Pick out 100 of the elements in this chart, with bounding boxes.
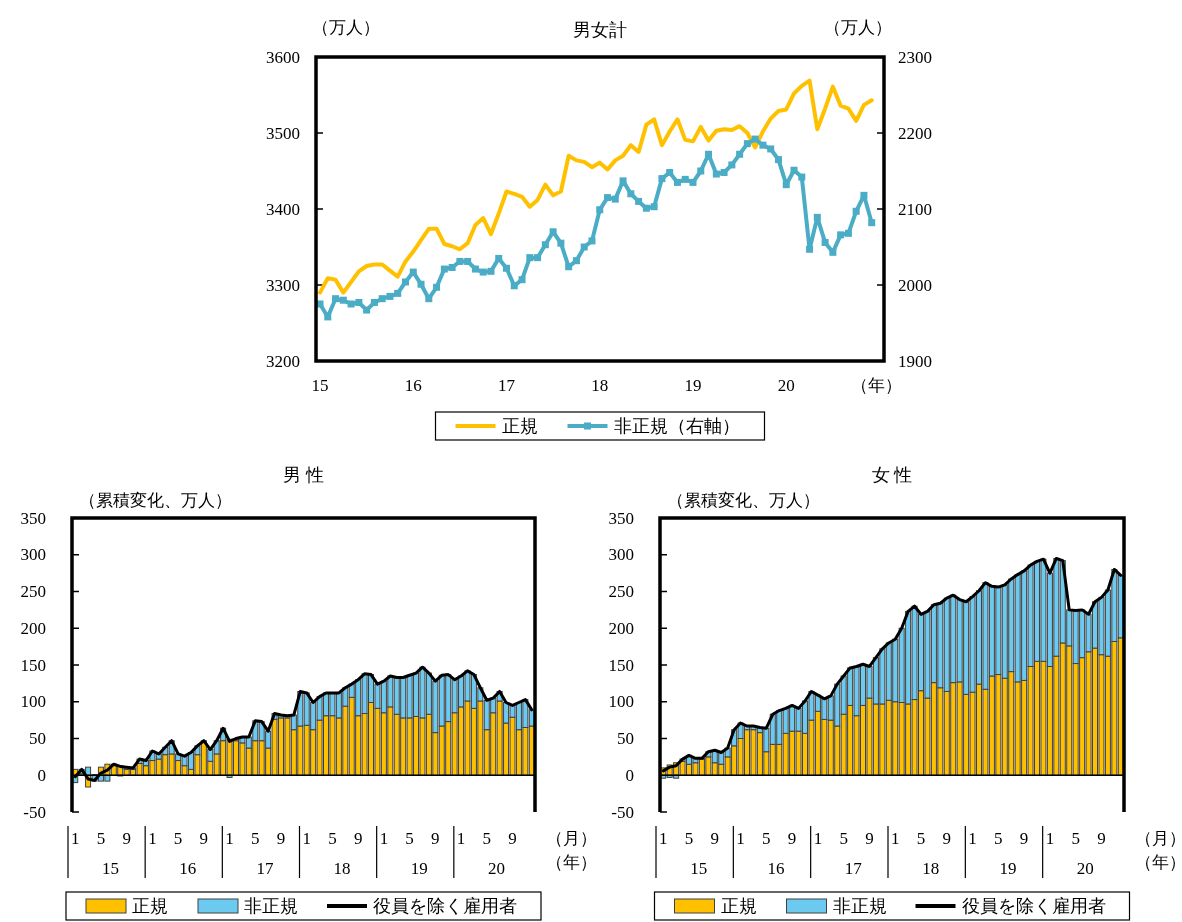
x-tick-label: 5 (684, 828, 694, 848)
x-tick-label: 1 (148, 828, 157, 848)
x-tick-label: 9 (508, 828, 517, 848)
x-tick-label: 1 (379, 828, 389, 848)
y-tick-label: 3500 (266, 123, 300, 143)
y-tick-label: 100 (20, 692, 46, 712)
x-tick-label: 9 (942, 828, 952, 848)
chart-title: 男 性 (283, 465, 324, 485)
legend-label: 役員を除く雇用者 (373, 896, 517, 916)
y-tick-label: 3200 (266, 351, 300, 371)
x-axis-title: （月） (1134, 828, 1182, 848)
y2-tick-label: 2100 (898, 199, 932, 219)
y-tick-label: 200 (20, 618, 46, 638)
y-tick-label: 300 (608, 545, 634, 565)
text: 18 (333, 858, 351, 878)
x-tick-label: 1 (968, 828, 977, 848)
x-tick-label: 17 (498, 375, 516, 395)
y-tick-label: 50 (29, 729, 46, 748)
y-axis-title: （万人） (312, 17, 380, 37)
y-tick-label: 0 (625, 765, 634, 785)
y-tick-label: 3600 (266, 47, 300, 67)
y-tick-label: 100 (608, 692, 634, 712)
legend-label: 非正規 (832, 896, 887, 916)
y-tick-label: -50 (23, 802, 46, 822)
x-axis-title: （月） (545, 828, 597, 848)
y-tick-label: 250 (608, 582, 634, 601)
x-tick-label: 5 (405, 828, 414, 848)
x-tick-label: 5 (916, 828, 926, 848)
text: 15 (690, 858, 708, 878)
x-tick-label: 5 (96, 828, 106, 848)
y2-tick-label: 2000 (898, 275, 932, 295)
x-tick-label: 9 (199, 828, 209, 848)
x-tick-label: 5 (173, 828, 183, 848)
text: 18 (922, 858, 940, 878)
x-tick-label: 9 (122, 828, 131, 848)
y-tick-label: -50 (611, 802, 634, 822)
x-tick-label: 15 (311, 375, 329, 395)
text: 17 (256, 858, 274, 878)
y-tick-label: 200 (608, 618, 634, 638)
legend-label: 役員を除く雇用者 (961, 896, 1106, 916)
chart-title: 男女計 (573, 20, 627, 40)
legend-label: 非正規 (244, 896, 298, 916)
x-tick-label: 5 (328, 828, 337, 848)
x-axis-title: （年） (850, 375, 902, 395)
x-tick-label: 1 (813, 828, 823, 848)
text: 16 (767, 858, 785, 878)
x-tick-label: 16 (404, 375, 422, 395)
x-tick-label: 18 (591, 375, 609, 395)
text: 19 (410, 858, 428, 878)
x-tick-label: 1 (890, 828, 900, 848)
y-tick-label: 250 (20, 582, 46, 601)
x-tick-label: 9 (1019, 828, 1029, 848)
text: 17 (844, 858, 863, 878)
y2-tick-label: 2200 (898, 123, 932, 143)
y-tick-label: 300 (20, 545, 46, 565)
y-tick-label: 3400 (266, 199, 300, 219)
x-tick-label: 1 (1045, 828, 1055, 848)
text: （年） (1134, 852, 1182, 872)
text: 19 (999, 858, 1017, 878)
x-tick-label: 5 (839, 828, 848, 848)
y2-axis-title: （万人） (824, 17, 892, 37)
x-tick-label: 9 (787, 828, 797, 848)
x-tick-label: 5 (762, 828, 771, 848)
y2-tick-label: 1900 (898, 351, 932, 371)
x-tick-label: 9 (431, 828, 440, 848)
y-tick-label: 3300 (266, 275, 300, 295)
legend-label: 非正規（右軸） (613, 416, 740, 436)
x-tick-label: 1 (302, 828, 311, 848)
x-tick-label: 1 (658, 828, 668, 848)
legend-label: 正規 (501, 416, 538, 436)
x-tick-label: 5 (1071, 828, 1080, 848)
legend-label: 正規 (720, 896, 757, 916)
chart-title: 女 性 (871, 465, 913, 485)
y2-tick-label: 2300 (898, 47, 932, 67)
text: 20 (487, 858, 505, 878)
text: 15 (102, 858, 120, 878)
x-tick-label: 20 (777, 375, 795, 395)
x-tick-label: 9 (276, 828, 286, 848)
x-tick-label: 1 (456, 828, 466, 848)
legend-label: 正規 (132, 896, 168, 916)
x-tick-label: 9 (710, 828, 720, 848)
x-tick-label: 9 (1097, 828, 1106, 848)
y-axis-title: （累積変化、万人） (78, 490, 232, 510)
x-tick-label: 1 (225, 828, 234, 848)
x-tick-label: 9 (865, 828, 874, 848)
x-tick-label: 1 (70, 828, 80, 848)
y-tick-label: 50 (617, 729, 634, 748)
y-tick-label: 150 (608, 655, 634, 675)
x-tick-label: 1 (736, 828, 745, 848)
y-tick-label: 0 (37, 765, 46, 785)
x-tick-label: 5 (482, 828, 492, 848)
y-tick-label: 350 (608, 508, 634, 528)
text: 16 (179, 858, 197, 878)
text: （年） (545, 852, 597, 872)
y-tick-label: 150 (20, 655, 46, 675)
x-tick-label: 5 (994, 828, 1003, 848)
y-axis-title: （累積変化、万人） (666, 490, 820, 510)
x-tick-label: 9 (353, 828, 363, 848)
x-tick-label: 5 (251, 828, 260, 848)
x-tick-label: 19 (684, 375, 702, 395)
